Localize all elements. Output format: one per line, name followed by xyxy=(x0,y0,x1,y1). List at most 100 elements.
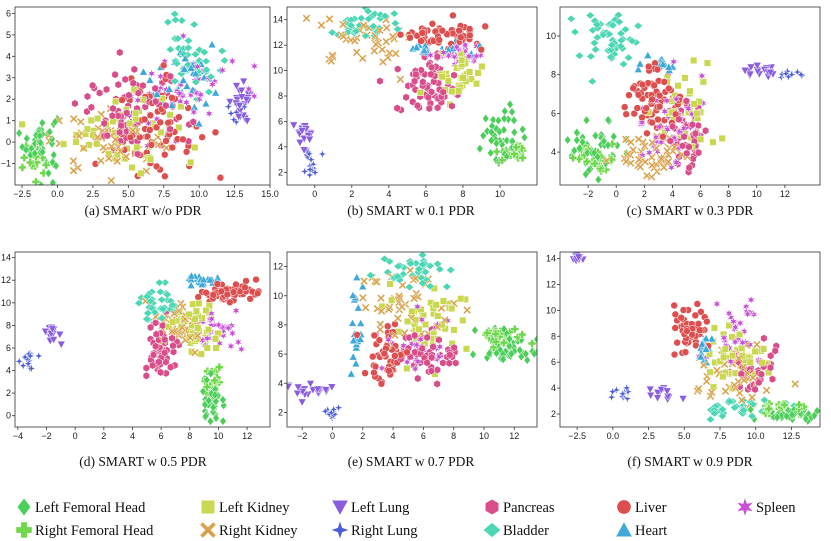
x-tick-label: −4 xyxy=(13,431,23,441)
point-left-lung xyxy=(239,77,249,86)
point-left-kidney xyxy=(751,347,759,356)
point-spleen xyxy=(712,298,722,310)
point-right-kidney xyxy=(359,276,369,286)
point-left-femoral-head xyxy=(212,396,220,406)
point-pancreas xyxy=(152,330,160,339)
point-left-femoral-head xyxy=(471,325,479,335)
point-left-femoral-head xyxy=(519,124,527,135)
point-pancreas xyxy=(434,103,442,112)
x-tick-label: 6 xyxy=(698,189,703,199)
point-left-femoral-head xyxy=(219,400,228,411)
point-liver xyxy=(246,295,254,303)
point-right-kidney xyxy=(662,146,672,156)
point-right-lung xyxy=(299,166,310,177)
point-heart xyxy=(197,279,207,288)
point-bladder xyxy=(725,397,735,406)
point-liver xyxy=(634,91,643,99)
point-right-kidney xyxy=(636,162,645,172)
x-tick-label: 8 xyxy=(187,431,192,441)
y-tick-label: 14 xyxy=(273,15,283,25)
point-left-femoral-head xyxy=(219,416,227,426)
point-left-femoral-head xyxy=(522,349,530,359)
x-tick-label: 10 xyxy=(495,189,505,199)
point-heart xyxy=(358,282,368,291)
y-tick-label: 6 xyxy=(278,349,283,359)
x-tick-label: 0 xyxy=(312,189,317,199)
point-bladder xyxy=(167,301,178,310)
point-left-kidney xyxy=(72,138,80,146)
point-right-femoral-head xyxy=(498,155,507,165)
point-left-lung xyxy=(766,68,775,78)
point-right-kidney xyxy=(748,373,758,383)
x-tick-label: 2.5 xyxy=(642,431,655,441)
point-pancreas xyxy=(702,126,710,135)
point-liver xyxy=(202,289,210,297)
point-bladder xyxy=(383,268,393,277)
point-left-kidney xyxy=(83,125,91,133)
point-bladder xyxy=(417,279,428,288)
point-heart xyxy=(348,352,358,361)
point-right-kidney xyxy=(359,21,368,30)
x-tick-label: −2 xyxy=(583,189,593,199)
point-pancreas xyxy=(675,115,683,124)
point-pancreas xyxy=(159,321,167,330)
point-bladder xyxy=(392,272,402,281)
point-left-kidney xyxy=(706,368,714,376)
point-spleen xyxy=(233,336,243,348)
panel-caption: (b) SMART w 0.1 PDR xyxy=(347,203,475,218)
point-liver xyxy=(371,362,380,371)
point-liver xyxy=(370,368,378,377)
point-heart xyxy=(167,100,177,109)
point-heart xyxy=(186,63,196,72)
point-pancreas xyxy=(393,104,401,113)
point-heart xyxy=(349,335,358,344)
point-liver xyxy=(648,118,656,127)
point-right-kidney xyxy=(115,147,125,156)
point-right-lung xyxy=(239,101,250,113)
point-pancreas xyxy=(129,79,137,88)
point-liver xyxy=(252,275,260,284)
point-left-kidney xyxy=(687,191,694,198)
point-left-lung xyxy=(242,96,251,105)
point-spleen xyxy=(728,316,739,327)
point-liver xyxy=(229,288,238,296)
point-liver xyxy=(159,61,168,70)
point-pancreas xyxy=(117,121,125,130)
point-bladder xyxy=(157,314,167,323)
point-spleen xyxy=(207,313,217,325)
point-bladder xyxy=(157,295,167,304)
point-liver xyxy=(418,29,426,37)
point-liver xyxy=(654,115,662,124)
point-left-femoral-head xyxy=(469,349,477,360)
panel-f: −2.5 0.0 2.5 5.0 7.5 10.0 12.5 2 4 6 8 10 12 14 (f) SM… xyxy=(546,251,821,469)
point-left-femoral-head xyxy=(207,388,215,399)
point-left-femoral-head xyxy=(202,411,210,421)
point-pancreas xyxy=(678,141,687,150)
point-right-kidney xyxy=(626,137,636,147)
point-liver xyxy=(655,102,664,111)
point-bladder xyxy=(183,36,194,45)
point-pancreas xyxy=(452,358,460,368)
point-pancreas xyxy=(134,150,142,159)
point-liver xyxy=(625,91,633,99)
point-left-kidney xyxy=(94,115,102,123)
point-left-lung xyxy=(745,70,755,79)
point-bladder xyxy=(592,20,602,29)
point-right-kidney xyxy=(377,45,387,54)
point-liver xyxy=(164,119,172,127)
point-liver xyxy=(179,135,187,144)
point-left-kidney xyxy=(203,344,211,352)
point-left-kidney xyxy=(474,69,482,77)
point-left-femoral-head xyxy=(563,135,572,145)
point-pancreas xyxy=(428,353,436,362)
point-liver xyxy=(671,324,679,332)
point-spleen xyxy=(746,294,756,306)
point-bladder xyxy=(590,45,601,54)
legend-label: Right Femoral Head xyxy=(35,523,154,539)
point-spleen xyxy=(662,95,672,107)
point-left-kidney xyxy=(709,138,717,146)
point-heart xyxy=(348,290,358,299)
point-spleen xyxy=(413,356,423,367)
legend-marker xyxy=(331,521,349,539)
point-right-kidney xyxy=(747,393,757,402)
